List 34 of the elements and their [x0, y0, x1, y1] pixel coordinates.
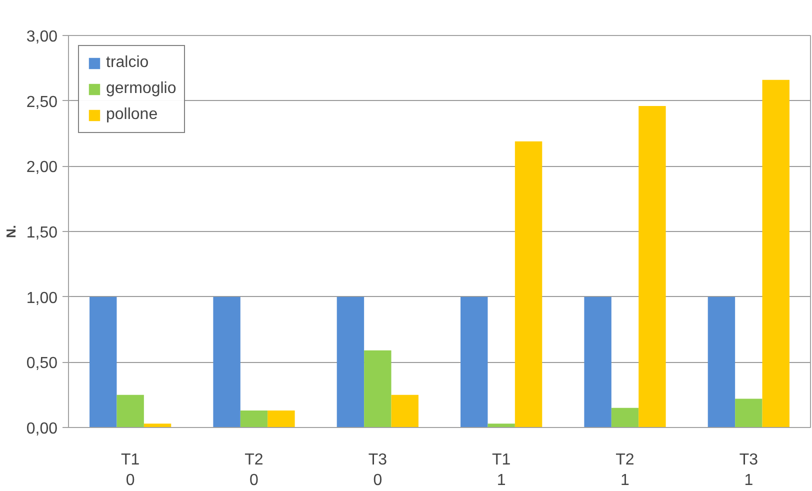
y-tick-label: 3,00 — [26, 28, 58, 46]
x-tick-label: T2 0 — [244, 452, 264, 489]
bar — [488, 424, 515, 428]
x-tick-label: T2 1 — [616, 452, 634, 489]
y-axis-title: N. — [3, 225, 18, 238]
bar — [213, 296, 240, 428]
y-tick-label: 1,50 — [26, 224, 58, 242]
bar — [391, 394, 418, 428]
bar — [735, 398, 762, 428]
legend-label: germoglio — [106, 80, 176, 98]
y-tick-label: 0,00 — [26, 420, 58, 438]
bar — [638, 106, 666, 428]
bar — [514, 141, 542, 428]
bar — [240, 410, 268, 428]
bar — [708, 296, 736, 428]
y-tick-label: 0,50 — [26, 355, 58, 372]
x-tick-label: T1 0 — [120, 452, 140, 489]
y-tick-label: 2,50 — [26, 94, 58, 111]
legend-label: tralcio — [106, 54, 149, 72]
bar — [90, 296, 117, 428]
bar — [460, 296, 488, 428]
legend-label: pollone — [106, 106, 158, 124]
bar — [364, 350, 392, 428]
bar — [336, 296, 364, 428]
bar — [268, 410, 295, 428]
x-tick-label: T3 0 — [368, 452, 388, 489]
y-tick-label: 2,00 — [26, 159, 58, 176]
bar — [762, 80, 790, 428]
bar — [584, 296, 612, 428]
bar — [611, 408, 639, 428]
x-tick-label: T1 1 — [492, 452, 511, 489]
y-tick-label: 1,00 — [26, 290, 58, 307]
x-tick-label: T3 1 — [739, 452, 758, 489]
bar — [116, 394, 144, 428]
